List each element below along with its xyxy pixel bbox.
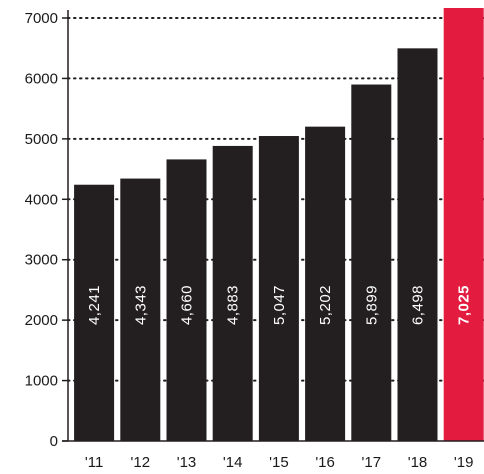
data-label: 6,498 <box>410 285 427 325</box>
x-tick-label: '16 <box>315 454 335 471</box>
axes <box>62 10 484 442</box>
bar <box>258 136 299 441</box>
data-label: 4,241 <box>86 285 103 325</box>
bars <box>74 8 484 442</box>
bar-highlight <box>443 8 484 441</box>
data-label: 5,047 <box>271 285 288 325</box>
y-tick-label: 5000 <box>25 131 58 148</box>
bar <box>166 159 207 441</box>
y-tick-label: 4000 <box>25 191 58 208</box>
data-label: 4,883 <box>225 285 242 325</box>
data-label: 4,660 <box>179 285 196 325</box>
y-tick-label: 2000 <box>25 312 58 329</box>
bar <box>351 84 392 441</box>
x-tick-label: '11 <box>85 454 103 471</box>
x-tick-label: '15 <box>269 454 289 471</box>
bar <box>305 126 346 441</box>
bar <box>74 184 115 442</box>
x-tick-label: '19 <box>454 454 474 471</box>
x-tick-label: '13 <box>177 454 197 471</box>
x-tick-label: '18 <box>408 454 428 471</box>
data-label: 7,025 <box>456 285 473 325</box>
data-label: 5,899 <box>363 285 380 325</box>
y-tick-label: 0 <box>50 433 58 450</box>
bar <box>212 145 253 441</box>
bar <box>397 48 438 441</box>
y-tick-label: 6000 <box>25 70 58 87</box>
bar <box>120 178 161 441</box>
y-tick-label: 7000 <box>25 10 58 27</box>
x-tick-label: '17 <box>362 454 382 471</box>
labels: 4,241 '11 4,343 '12 4,660 '13 4,883 '14 5,047 '15… <box>25 10 474 471</box>
x-tick-label: '12 <box>131 454 151 471</box>
data-label: 4,343 <box>132 285 149 325</box>
x-tick-label: '14 <box>223 454 243 471</box>
data-label: 5,202 <box>317 285 334 325</box>
y-tick-label: 3000 <box>25 252 58 269</box>
y-tick-label: 1000 <box>25 373 58 390</box>
